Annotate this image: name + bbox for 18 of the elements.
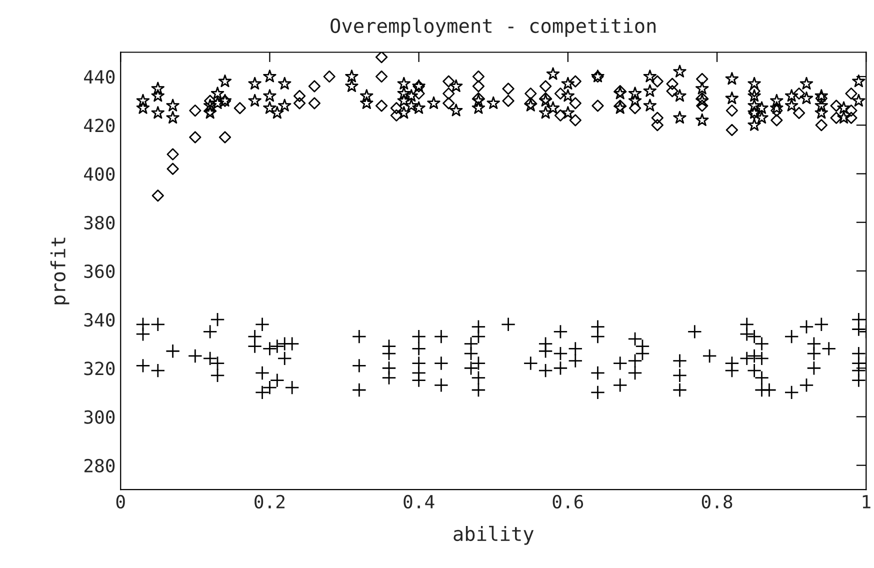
y-axis-title: profit [50, 238, 70, 304]
chart-title: Overemployment - competition [330, 18, 656, 37]
x-tick-label: 0 [116, 494, 125, 509]
y-tick-label: 440 [84, 70, 115, 84]
y-tick-label: 420 [84, 118, 115, 132]
y-tick-label: 300 [84, 410, 115, 424]
y-tick-label: 380 [84, 216, 115, 230]
x-tick-label: 1 [862, 495, 870, 508]
x-tick-label: 0.6 [552, 494, 584, 509]
x-axis-title: ability [454, 526, 534, 545]
y-tick-label: 280 [84, 458, 115, 472]
x-tick-label: 0.2 [254, 494, 284, 509]
x-tick-label: 0.8 [702, 494, 732, 509]
y-tick-label: 320 [84, 362, 115, 376]
y-tick-label: 400 [84, 167, 115, 181]
y-tick-label: 340 [84, 313, 115, 327]
y-tick-label: 360 [84, 264, 115, 278]
x-tick-label: 0.4 [404, 494, 434, 509]
